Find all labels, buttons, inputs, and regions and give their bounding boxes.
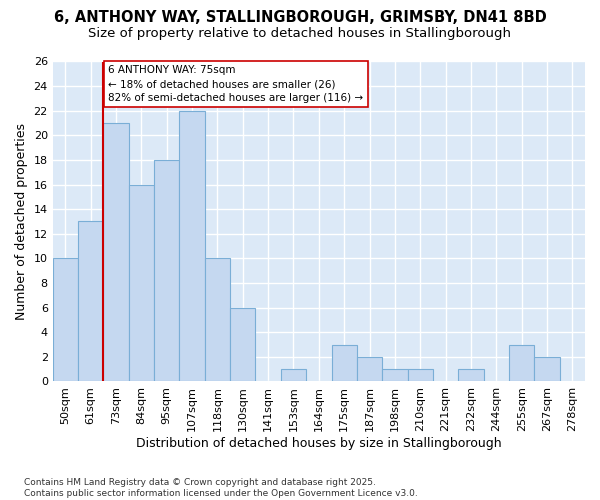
Bar	[509, 344, 535, 382]
Bar	[179, 110, 205, 382]
Text: 6 ANTHONY WAY: 75sqm
← 18% of detached houses are smaller (26)
82% of semi-detac: 6 ANTHONY WAY: 75sqm ← 18% of detached h…	[109, 65, 364, 103]
Text: 6, ANTHONY WAY, STALLINGBOROUGH, GRIMSBY, DN41 8BD: 6, ANTHONY WAY, STALLINGBOROUGH, GRIMSBY…	[53, 10, 547, 25]
Y-axis label: Number of detached properties: Number of detached properties	[15, 123, 28, 320]
Bar	[458, 369, 484, 382]
Bar	[382, 369, 407, 382]
Text: Size of property relative to detached houses in Stallingborough: Size of property relative to detached ho…	[89, 28, 511, 40]
Bar	[357, 357, 382, 382]
Bar	[205, 258, 230, 382]
Bar	[154, 160, 179, 382]
Bar	[103, 123, 129, 382]
Bar	[332, 344, 357, 382]
Text: Contains HM Land Registry data © Crown copyright and database right 2025.
Contai: Contains HM Land Registry data © Crown c…	[24, 478, 418, 498]
Bar	[281, 369, 306, 382]
Bar	[230, 308, 256, 382]
Bar	[78, 222, 103, 382]
X-axis label: Distribution of detached houses by size in Stallingborough: Distribution of detached houses by size …	[136, 437, 502, 450]
Bar	[129, 184, 154, 382]
Bar	[407, 369, 433, 382]
Bar	[53, 258, 78, 382]
Bar	[535, 357, 560, 382]
